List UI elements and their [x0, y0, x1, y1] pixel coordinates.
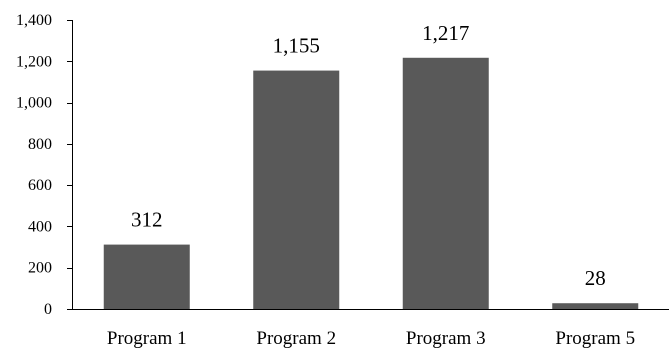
x-tick-label: Program 2: [256, 328, 336, 349]
y-tick-label: 1,200: [16, 53, 52, 70]
y-tick-label: 600: [28, 177, 52, 194]
y-tick-label: 800: [28, 136, 52, 153]
x-tick-label: Program 1: [107, 328, 187, 349]
y-axis-ticks: 0 200 400 600 800 1,000 1,200 1,400: [16, 12, 72, 318]
y-tick-label: 0: [44, 301, 52, 318]
x-tick-label: Program 3: [406, 328, 486, 349]
data-label: 1,217: [422, 21, 469, 45]
y-tick-label: 200: [28, 260, 52, 277]
bar: [103, 244, 190, 309]
data-label: 1,155: [273, 34, 320, 58]
data-labels-group: 312 1,155 1,217 28: [131, 21, 606, 290]
bar: [253, 70, 340, 309]
x-axis-labels: Program 1 Program 2 Program 3 Program 5: [107, 328, 635, 349]
x-tick-label: Program 5: [555, 328, 635, 349]
bar: [552, 303, 639, 309]
y-tick-label: 400: [28, 218, 52, 235]
y-tick-label: 1,400: [16, 12, 52, 29]
bars-group: [103, 57, 639, 309]
y-tick-label: 1,000: [16, 95, 52, 112]
data-label: 28: [585, 266, 606, 290]
data-label: 312: [131, 208, 163, 232]
bar: [402, 57, 489, 309]
